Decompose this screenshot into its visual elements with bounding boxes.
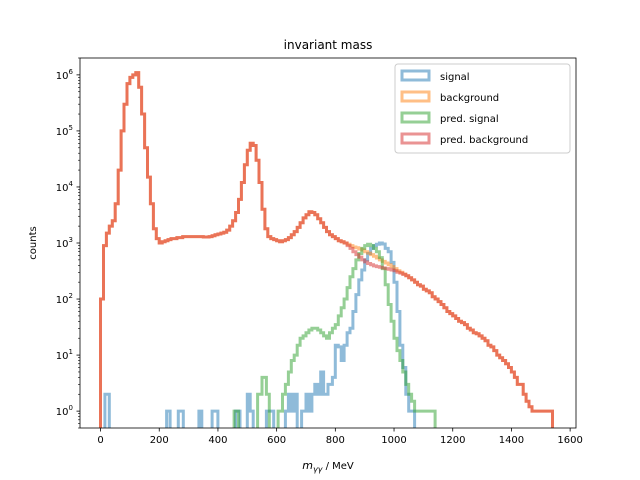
legend: signal background pred. signal pred. backgr… xyxy=(394,63,571,154)
y-tick-label: 101 xyxy=(56,348,73,362)
legend-label: pred. background xyxy=(440,135,528,146)
x-tick-label: 0 xyxy=(97,435,103,446)
y-tick-label: 106 xyxy=(56,68,74,82)
series-layer xyxy=(99,71,554,428)
series-line-3 xyxy=(99,71,554,428)
y-tick-label: 104 xyxy=(56,180,74,194)
y-axis: 100 101 102 103 104 105 106 xyxy=(56,57,80,429)
x-axis-title-unit: / MeV xyxy=(322,461,354,472)
y-tick-label: 103 xyxy=(56,236,73,250)
x-tick-label: 1600 xyxy=(557,435,582,446)
x-axis-title-subscript: γγ xyxy=(313,465,324,474)
x-axis-title-main: m xyxy=(302,459,313,472)
y-axis-title: counts xyxy=(28,226,39,259)
legend-label: background xyxy=(440,93,499,104)
x-tick-label: 800 xyxy=(326,435,345,446)
legend-swatch xyxy=(400,111,431,124)
x-axis-title: mγγ / MeV xyxy=(302,459,354,474)
chart-title: invariant mass xyxy=(284,38,373,52)
y-tick-label: 102 xyxy=(56,292,73,306)
legend-box xyxy=(394,63,571,154)
y-tick-label: 100 xyxy=(56,404,73,418)
series-line-2 xyxy=(232,242,437,428)
legend-label: pred. signal xyxy=(440,114,499,125)
x-axis: 0 200 400 600 800 1000 1200 1400 1600 xyxy=(97,428,583,446)
legend-swatch xyxy=(400,132,431,145)
legend-swatch xyxy=(400,69,431,82)
x-tick-label: 1200 xyxy=(440,435,465,446)
x-tick-label: 400 xyxy=(208,435,227,446)
x-tick-label: 200 xyxy=(150,435,169,446)
legend-swatch xyxy=(400,90,431,103)
x-tick-label: 1400 xyxy=(499,435,524,446)
y-tick-label: 105 xyxy=(56,124,73,138)
x-tick-label: 1000 xyxy=(381,435,406,446)
series-line-0 xyxy=(103,241,417,428)
x-tick-label: 600 xyxy=(267,435,286,446)
legend-label: signal xyxy=(440,72,470,83)
